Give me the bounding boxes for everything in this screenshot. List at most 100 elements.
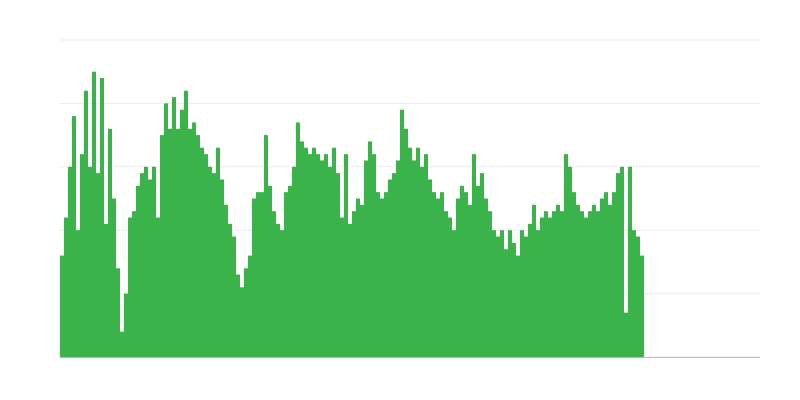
bar xyxy=(548,217,552,357)
bar xyxy=(348,223,352,357)
bar xyxy=(336,173,340,357)
bar xyxy=(120,331,124,357)
bar xyxy=(592,204,596,357)
bar xyxy=(496,236,500,357)
bar xyxy=(136,185,140,357)
bar xyxy=(340,217,344,357)
bar xyxy=(72,116,76,357)
bar xyxy=(272,211,276,357)
bar xyxy=(264,135,268,357)
bar xyxy=(124,293,128,357)
bar xyxy=(532,204,536,357)
bar xyxy=(296,122,300,357)
bar xyxy=(128,217,132,357)
bar xyxy=(280,230,284,357)
bar xyxy=(148,179,152,357)
bar xyxy=(116,268,120,357)
bar xyxy=(416,147,420,357)
bar xyxy=(232,236,236,357)
bar xyxy=(608,204,612,357)
bar xyxy=(312,147,316,357)
bar xyxy=(460,185,464,357)
bar xyxy=(80,154,84,357)
bar xyxy=(268,185,272,357)
bar xyxy=(368,141,372,357)
bar xyxy=(68,166,72,357)
bar xyxy=(472,154,476,357)
bar xyxy=(464,192,468,357)
bar xyxy=(560,211,564,357)
bar xyxy=(520,230,524,357)
bar xyxy=(624,312,628,357)
bar xyxy=(252,198,256,357)
bar xyxy=(212,173,216,357)
bar xyxy=(468,204,472,357)
bar xyxy=(332,147,336,357)
bar xyxy=(152,166,156,357)
bar xyxy=(324,154,328,357)
bar xyxy=(640,255,644,357)
bar xyxy=(220,179,224,357)
bar xyxy=(64,217,68,357)
bar xyxy=(572,192,576,357)
bar xyxy=(400,109,404,358)
bar xyxy=(396,160,400,357)
bar xyxy=(328,166,332,357)
bar xyxy=(168,128,172,357)
bar xyxy=(456,198,460,357)
bar xyxy=(556,204,560,357)
bar xyxy=(196,135,200,357)
bar xyxy=(616,173,620,357)
bar xyxy=(420,166,424,357)
bar xyxy=(96,173,100,357)
bar xyxy=(228,223,232,357)
bar xyxy=(172,97,176,357)
bar xyxy=(360,204,364,357)
bar xyxy=(524,236,528,357)
bar xyxy=(584,217,588,357)
bar xyxy=(76,230,80,357)
bar xyxy=(176,128,180,357)
bar xyxy=(408,147,412,357)
bar xyxy=(452,230,456,357)
bar xyxy=(372,154,376,357)
bar xyxy=(384,192,388,357)
bar xyxy=(552,211,556,357)
bar xyxy=(188,128,192,357)
bar xyxy=(504,249,508,357)
bar xyxy=(204,154,208,357)
bar xyxy=(436,198,440,357)
bar xyxy=(192,122,196,357)
bar xyxy=(164,103,168,358)
bar xyxy=(596,211,600,357)
bar xyxy=(448,217,452,357)
bar xyxy=(132,211,136,357)
bar xyxy=(428,179,432,357)
bar xyxy=(356,198,360,357)
bar xyxy=(580,211,584,357)
bar xyxy=(216,147,220,357)
bar xyxy=(476,185,480,357)
bar xyxy=(564,154,568,357)
bar xyxy=(432,192,436,357)
bar xyxy=(512,242,516,357)
bar xyxy=(388,179,392,357)
bar xyxy=(508,230,512,357)
bar xyxy=(60,255,64,357)
bar xyxy=(540,217,544,357)
bar xyxy=(184,90,188,357)
bar xyxy=(300,141,304,357)
bar xyxy=(156,217,160,357)
bar xyxy=(500,230,504,357)
bar xyxy=(180,109,184,358)
bar xyxy=(568,166,572,357)
bar xyxy=(632,230,636,357)
bar xyxy=(140,173,144,357)
bar xyxy=(260,192,264,357)
bar xyxy=(344,154,348,357)
bar xyxy=(320,160,324,357)
bar xyxy=(256,192,260,357)
bar xyxy=(484,198,488,357)
bar xyxy=(528,223,532,357)
